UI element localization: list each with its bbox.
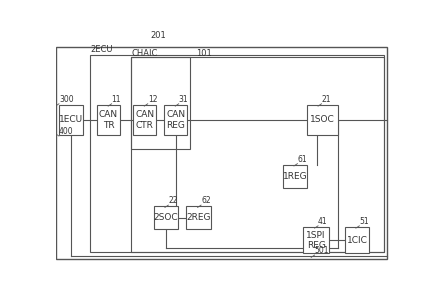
- Bar: [164, 105, 187, 135]
- Bar: [307, 105, 337, 135]
- Text: 22: 22: [168, 196, 178, 205]
- Bar: [97, 105, 120, 135]
- Bar: [131, 57, 190, 149]
- Text: CAN
REG: CAN REG: [166, 110, 185, 129]
- Text: 61: 61: [297, 155, 307, 164]
- Text: 300: 300: [59, 95, 74, 104]
- Bar: [303, 227, 329, 254]
- Text: 1SOC: 1SOC: [310, 115, 334, 124]
- Bar: [345, 227, 369, 254]
- Text: 101: 101: [197, 49, 212, 58]
- Text: 11: 11: [111, 95, 121, 104]
- Text: 1SPI
REG: 1SPI REG: [306, 231, 326, 250]
- Text: 201: 201: [150, 31, 166, 40]
- Text: 51: 51: [359, 217, 369, 226]
- Text: 1REG: 1REG: [283, 172, 307, 181]
- Bar: [282, 165, 307, 188]
- Text: 2REG: 2REG: [186, 213, 211, 222]
- Text: 1ECU: 1ECU: [59, 115, 83, 124]
- Text: 12: 12: [148, 95, 157, 104]
- Bar: [154, 206, 178, 229]
- Text: 400: 400: [59, 127, 74, 136]
- Bar: [131, 57, 385, 252]
- Text: 2ECU: 2ECU: [91, 45, 113, 54]
- Bar: [133, 105, 156, 135]
- Text: 1CIC: 1CIC: [346, 236, 367, 245]
- Text: 62: 62: [201, 196, 211, 205]
- Text: 501: 501: [315, 246, 329, 255]
- Bar: [90, 55, 385, 252]
- Text: CHAIC: CHAIC: [131, 49, 158, 58]
- Text: 21: 21: [321, 95, 331, 104]
- Text: 2SOC: 2SOC: [154, 213, 178, 222]
- Bar: [186, 206, 211, 229]
- Text: CAN
CTR: CAN CTR: [135, 110, 154, 129]
- Text: 31: 31: [178, 95, 188, 104]
- Text: 41: 41: [318, 217, 328, 226]
- Text: CAN
TR: CAN TR: [99, 110, 118, 129]
- Bar: [59, 105, 83, 135]
